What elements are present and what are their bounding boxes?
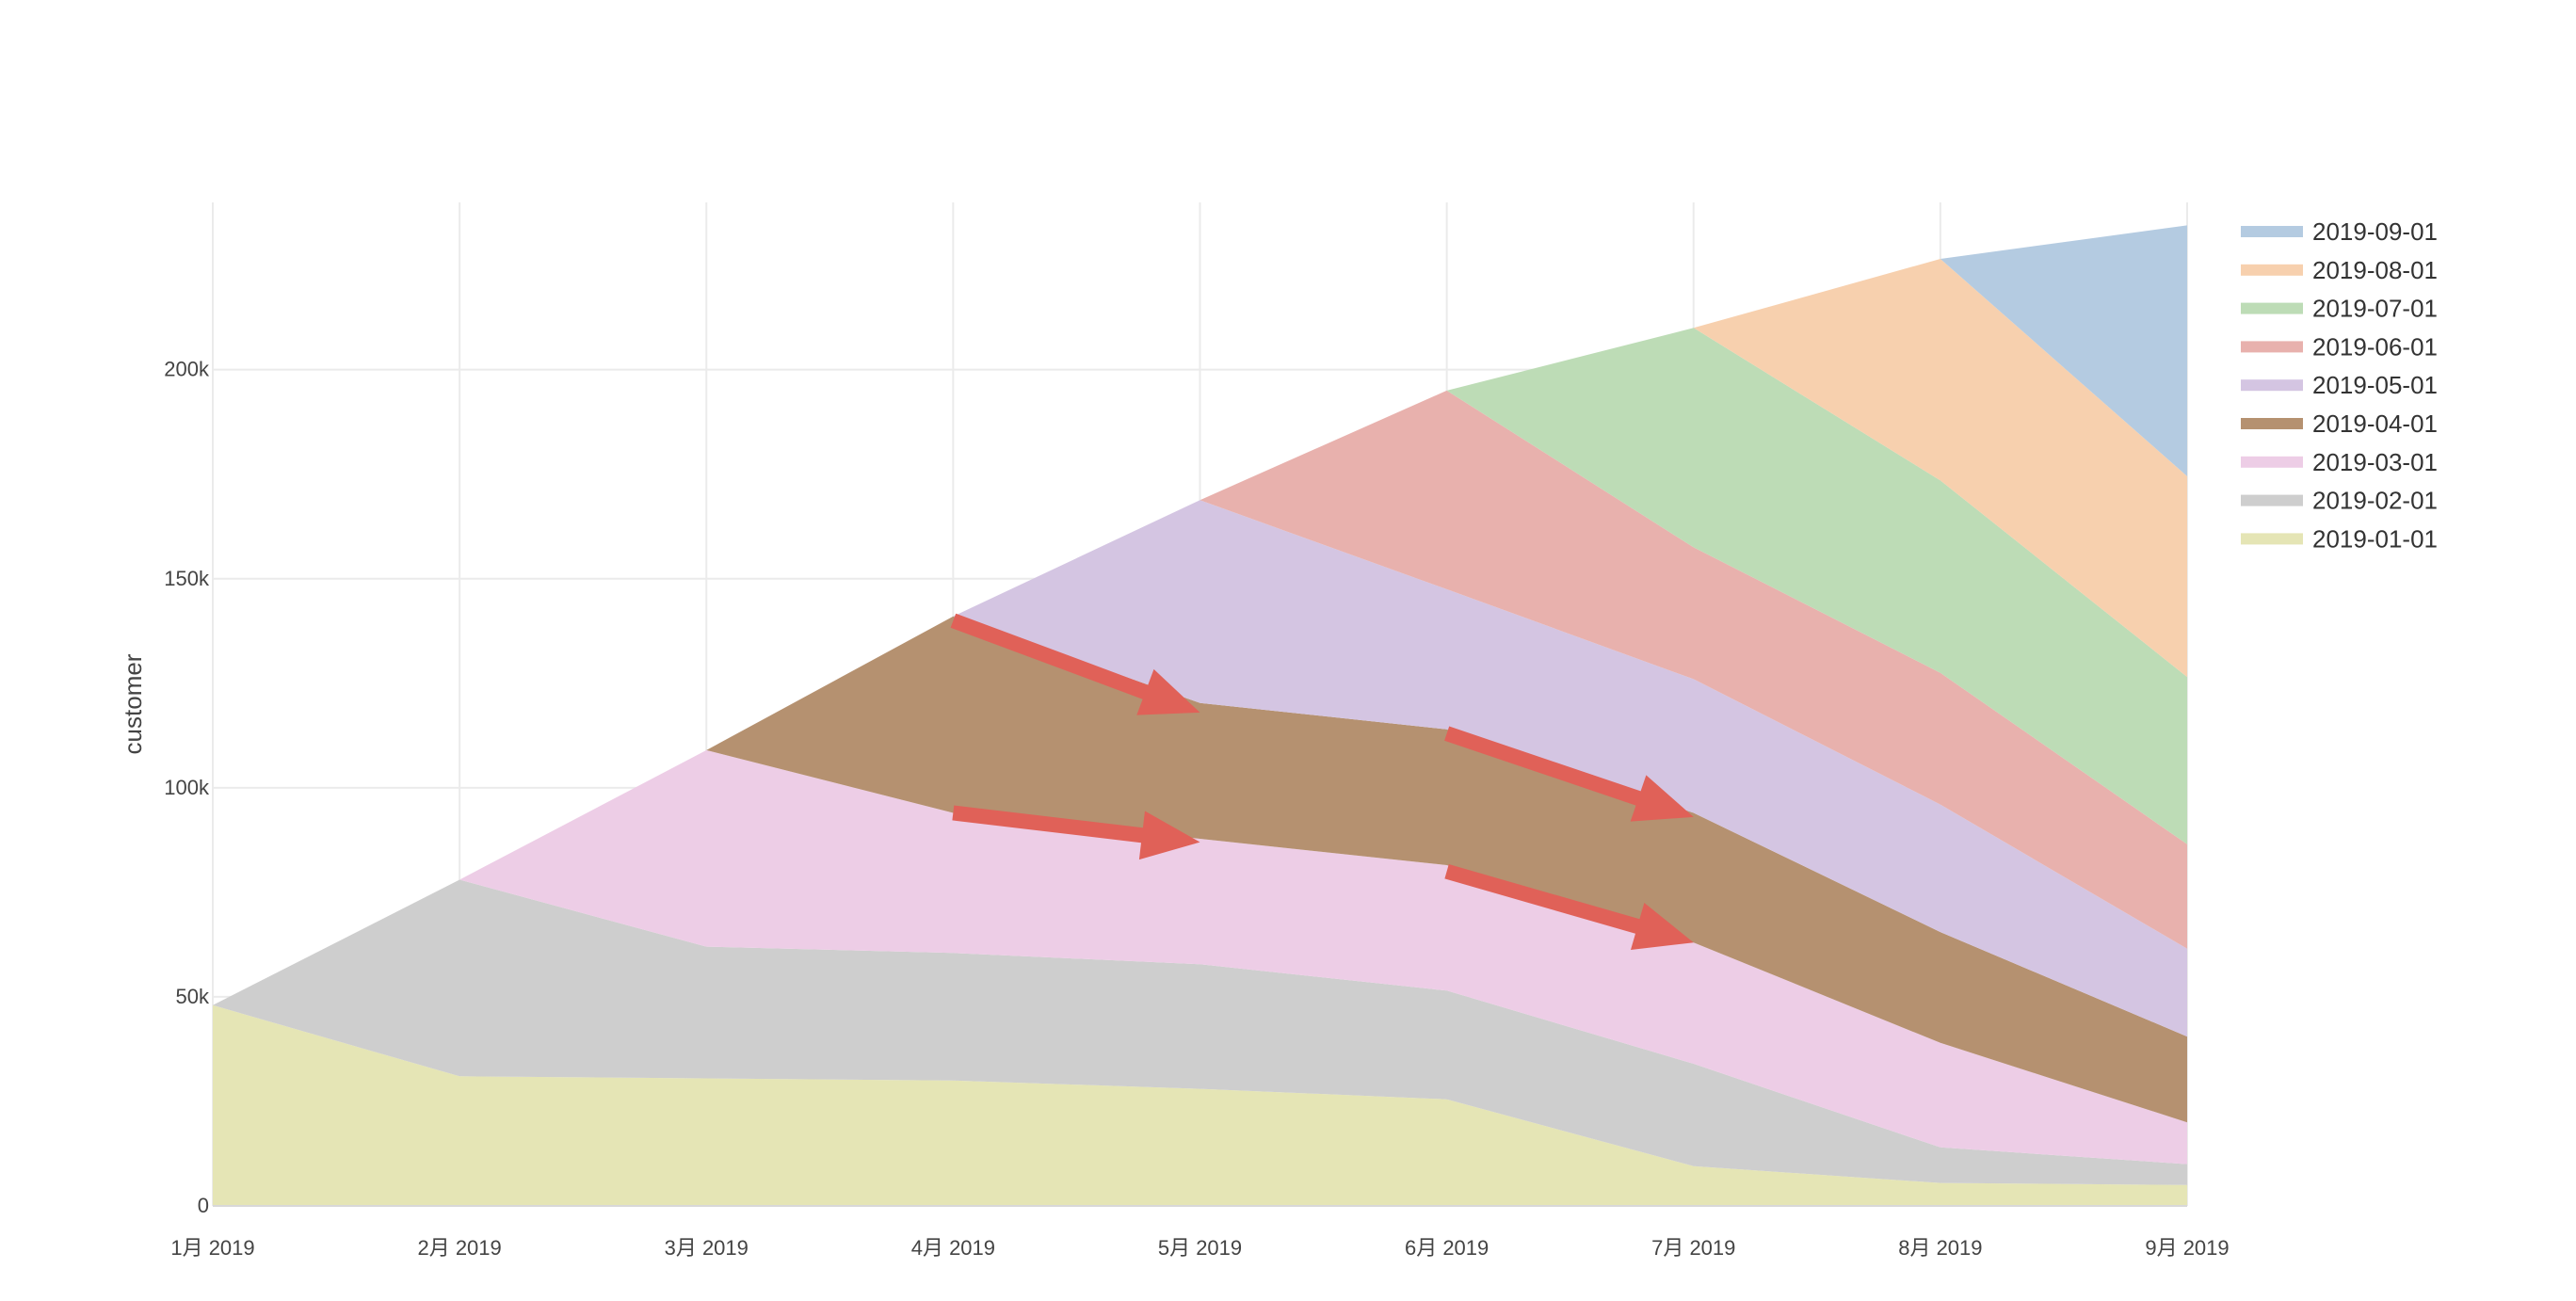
legend-swatch xyxy=(2241,302,2303,314)
area-layer xyxy=(213,225,2187,1206)
legend-label: 2019-06-01 xyxy=(2312,332,2438,361)
legend-label: 2019-03-01 xyxy=(2312,448,2438,476)
annotation-layer xyxy=(950,613,1694,950)
legend-swatch xyxy=(2241,226,2303,237)
legend: 2019-09-01 2019-08-01 2019-07-01 2019-06-01… xyxy=(2241,217,2438,553)
legend-item-2019-09-01[interactable]: 2019-09-01 xyxy=(2241,217,2438,246)
legend-item-2019-05-01[interactable]: 2019-05-01 xyxy=(2241,371,2438,399)
area-series-2019-03-01[interactable] xyxy=(213,749,2187,1164)
area-series-2019-02-01[interactable] xyxy=(213,879,2187,1185)
legend-label: 2019-02-01 xyxy=(2312,487,2438,515)
area-series-2019-07-01[interactable] xyxy=(213,328,2187,1005)
y-tick-label: 100k xyxy=(164,776,210,799)
area-series-2019-06-01[interactable] xyxy=(213,390,2187,1005)
x-tick-label: 2月 2019 xyxy=(417,1236,501,1260)
legend-item-2019-04-01[interactable]: 2019-04-01 xyxy=(2241,410,2438,438)
legend-swatch xyxy=(2241,379,2303,392)
area-series-2019-04-01[interactable] xyxy=(213,616,2187,1123)
y-axis-title: customer xyxy=(119,653,147,754)
legend-swatch xyxy=(2241,533,2303,545)
legend-item-2019-03-01[interactable]: 2019-03-01 xyxy=(2241,448,2438,476)
legend-swatch xyxy=(2241,456,2303,468)
legend-label: 2019-07-01 xyxy=(2312,295,2438,323)
legend-swatch xyxy=(2241,418,2303,429)
x-tick-label: 9月 2019 xyxy=(2145,1236,2229,1260)
x-tick-label: 1月 2019 xyxy=(170,1236,254,1260)
area-series-2019-08-01[interactable] xyxy=(213,259,2187,1005)
x-tick-label: 6月 2019 xyxy=(1405,1236,1489,1260)
legend-swatch xyxy=(2241,341,2303,353)
axis-layer: 0 50k 100k 150k 200k 1月 2019 2月 2019 3月 2019 4月 … xyxy=(119,358,2230,1260)
y-tick-label: 50k xyxy=(176,985,210,1008)
legend-label: 2019-05-01 xyxy=(2312,371,2438,399)
legend-item-2019-07-01[interactable]: 2019-07-01 xyxy=(2241,295,2438,323)
annotation-arrow xyxy=(950,613,1200,715)
legend-item-2019-06-01[interactable]: 2019-06-01 xyxy=(2241,332,2438,361)
legend-label: 2019-04-01 xyxy=(2312,410,2438,438)
area-series-2019-05-01[interactable] xyxy=(213,500,2187,1037)
annotation-arrow xyxy=(1444,726,1694,822)
legend-item-2019-02-01[interactable]: 2019-02-01 xyxy=(2241,487,2438,515)
x-tick-label: 3月 2019 xyxy=(665,1236,749,1260)
legend-label: 2019-01-01 xyxy=(2312,524,2438,553)
annotation-arrow xyxy=(952,805,1200,860)
y-tick-label: 200k xyxy=(164,358,210,381)
legend-swatch xyxy=(2241,264,2303,276)
x-tick-label: 7月 2019 xyxy=(1651,1236,1735,1260)
x-tick-label: 8月 2019 xyxy=(1898,1236,1982,1260)
legend-item-2019-08-01[interactable]: 2019-08-01 xyxy=(2241,256,2438,284)
legend-item-2019-01-01[interactable]: 2019-01-01 xyxy=(2241,524,2438,553)
legend-swatch xyxy=(2241,494,2303,506)
area-series-2019-01-01[interactable] xyxy=(213,1004,2187,1206)
annotation-arrow xyxy=(1444,864,1694,950)
y-tick-label: 150k xyxy=(164,567,210,590)
x-tick-label: 4月 2019 xyxy=(911,1236,995,1260)
legend-label: 2019-09-01 xyxy=(2312,217,2438,246)
y-tick-label: 0 xyxy=(198,1194,209,1217)
legend-label: 2019-08-01 xyxy=(2312,256,2438,284)
x-tick-label: 5月 2019 xyxy=(1158,1236,1242,1260)
